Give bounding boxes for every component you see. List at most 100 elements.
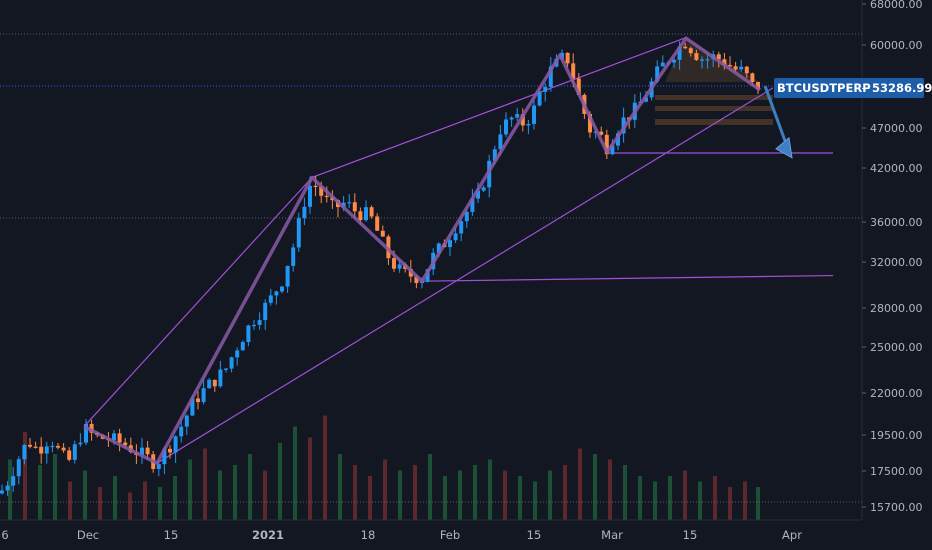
x-tick-label: 15 (164, 528, 179, 542)
candle-body (492, 149, 497, 161)
candle-body (44, 446, 49, 454)
candle-body (476, 190, 480, 199)
trendline[interactable] (421, 274, 834, 282)
trendline[interactable] (83, 177, 313, 427)
symbol-price-label-background (774, 78, 924, 98)
candle-body (162, 448, 167, 465)
y-tick-label: 42000.00 (870, 162, 923, 175)
candle-body (571, 63, 576, 79)
x-tick-label: 15 (683, 528, 698, 542)
y-tick-label: 60000.00 (870, 39, 923, 52)
candle-body (604, 134, 609, 155)
candle-body (341, 202, 346, 208)
candle-body (184, 415, 189, 427)
candle-body (677, 46, 682, 60)
resistance-zone (655, 119, 773, 125)
symbol-price-label[interactable]: BTCUSDTPERP − 53286.99 (774, 78, 932, 98)
candle-body (229, 357, 234, 369)
candle-body (285, 265, 290, 287)
volume-bar (203, 448, 207, 520)
volume-bar (413, 465, 417, 520)
candle-body (28, 444, 32, 447)
candle-body (515, 114, 520, 118)
volume-bar (533, 481, 537, 520)
volume-bar (68, 481, 72, 520)
volume-bar (338, 454, 342, 520)
volume-bar (428, 454, 432, 520)
candle-body (683, 46, 688, 49)
candle-body (296, 218, 301, 248)
zigzag-pattern (83, 36, 762, 465)
candle-body (89, 423, 94, 433)
candle-body (364, 207, 368, 221)
candle-body (22, 444, 27, 460)
candle-body (705, 59, 710, 61)
x-tick-label: 2021 (252, 528, 284, 542)
volume-bar (233, 465, 237, 520)
volume-bar (398, 470, 402, 520)
volume-bar (188, 459, 192, 520)
candle-body (196, 398, 200, 403)
distribution-zone (665, 38, 760, 82)
volume-bar (503, 470, 507, 520)
volume-bar (278, 443, 282, 520)
candle-body (11, 476, 16, 486)
candle-body (470, 198, 475, 212)
volume-bar (158, 487, 162, 520)
candle-body (173, 436, 178, 453)
candle-body (655, 66, 660, 82)
volume-bar (293, 426, 297, 520)
time-axis[interactable]: 6 Dec 15 2021 18 Feb 15 Mar 15 Apr (1, 528, 802, 542)
volume-bar (623, 465, 627, 520)
volume-bar (128, 492, 132, 520)
candle-body (660, 62, 665, 67)
x-tick-label: Apr (782, 528, 802, 542)
candle-body (212, 379, 217, 387)
candle-body (257, 320, 262, 325)
volume-bar (308, 437, 312, 520)
candle-body (240, 342, 245, 351)
volume-bars (8, 415, 760, 520)
candle-body (464, 211, 469, 222)
candle-body (436, 243, 441, 253)
candle-body (0, 490, 4, 494)
zigzag-line[interactable] (83, 36, 762, 465)
y-tick-label: 25000.00 (870, 341, 923, 354)
volume-bar (653, 481, 657, 520)
candle-body (39, 446, 44, 454)
volume-bar (443, 476, 447, 520)
volume-bar (8, 459, 12, 520)
volume-bar (83, 470, 87, 520)
volume-bar (53, 454, 57, 520)
candle-body (168, 448, 172, 453)
volume-bar (248, 454, 252, 520)
candle-body (694, 53, 699, 60)
candle-body (33, 446, 38, 448)
y-tick-label: 32000.00 (870, 256, 923, 269)
candle-body (190, 398, 195, 416)
candle-body (375, 216, 380, 231)
candle-body (369, 207, 374, 217)
candle-body (61, 447, 66, 451)
candle-body (56, 445, 60, 448)
candle-body (744, 66, 749, 74)
y-tick-label: 17500.00 (870, 465, 923, 478)
candle-body (722, 59, 727, 66)
candle-body (599, 131, 604, 135)
candle-body (235, 350, 240, 358)
candle-body (352, 202, 357, 212)
candle-body (84, 423, 88, 443)
candle-body (140, 447, 144, 456)
candle-body (756, 81, 760, 90)
candle-body (728, 65, 732, 67)
candle-body (50, 445, 55, 448)
trendline[interactable] (311, 37, 687, 179)
candle-body (610, 145, 615, 155)
price-axis[interactable]: 68000.00 60000.00 47000.00 42000.00 36000.00… (862, 0, 923, 514)
candle-body (448, 240, 452, 248)
candle-body (414, 276, 419, 284)
candle-body (246, 325, 251, 343)
candle-body (78, 442, 83, 445)
trendline[interactable] (156, 87, 774, 464)
